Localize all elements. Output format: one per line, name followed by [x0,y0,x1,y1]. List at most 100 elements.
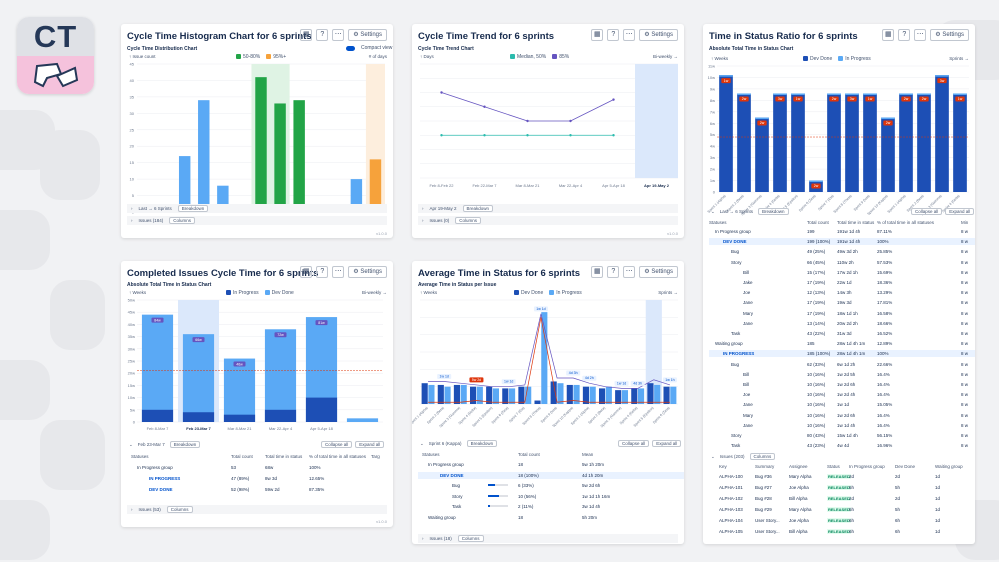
period-selector[interactable]: Sprints → [949,56,969,61]
table-row[interactable]: IN PROGRESS 185 (100%) 28w 1d 4h 1m 100% 8 w [709,350,975,358]
column-header[interactable]: Key [719,464,727,469]
more-icon[interactable]: ⋯ [623,29,636,41]
table-row[interactable]: Mary 10 (16%) 1w 2d 6h 16.4% 8 w [709,412,975,419]
issue-row[interactable]: ALPHA-103 Bug #29 Mary Alpha RELEASED 5h 5h 1d [709,506,975,513]
sprint-row[interactable]: ⌄ Sprint 6 (Kappa) Breakdown [420,440,498,447]
sprint-selector-row[interactable]: ⌄ Last → 6 Sprints Breakdown [711,208,789,215]
cell-key[interactable]: ALPHA-100 [719,474,743,479]
cell-key[interactable]: ALPHA-103 [719,507,743,512]
table-row[interactable]: Jane 10 (16%) 1w 1d 4h 16.4% 8 w [709,422,975,429]
column-header[interactable]: Assignee [789,464,808,469]
compact-view-toggle[interactable]: Compact view [346,45,392,51]
settings-button[interactable]: ⚙ Settings [348,29,387,41]
table-row[interactable]: Jane 13 (14%) 20w 2d 2h 18.66% 8 w [709,320,975,327]
expand-all-button[interactable]: Expand all [945,208,975,215]
collapse-all-button[interactable]: Collapse all [911,208,943,215]
chart-icon[interactable]: ▦ [300,29,313,41]
table-row[interactable]: Jane 17 (19%) 19w 3d 17.81% 8 w [709,299,975,306]
issues-row[interactable]: › Issues (184) Columns [127,216,387,225]
column-header[interactable]: Min [961,220,969,225]
help-icon[interactable]: ? [316,29,329,41]
columns-chip[interactable]: Columns [166,506,193,513]
cell-key[interactable]: ALPHA-105 [719,529,743,534]
column-header[interactable]: Status [827,464,840,469]
column-header[interactable]: Total count [807,220,829,225]
column-header[interactable]: Total count [518,452,540,457]
period-row[interactable]: › Apr 19-May 2 Breakdown [418,204,678,213]
table-row[interactable]: Bug 49 (25%) 49w 3d 2h 25.85% 8 w [709,248,975,255]
table-row[interactable]: Story 80 (43%) 15w 1d 4h 56.15% 8 w [709,432,975,439]
table-row[interactable]: IN PROGRESS 47 (89%) 8w 3d 12.65% [127,475,393,482]
columns-chip[interactable]: Columns [749,453,776,460]
cell-key[interactable]: ALPHA-104 [719,518,743,523]
columns-chip[interactable]: Columns [457,535,484,542]
settings-button[interactable]: ⚙ Settings [639,29,678,41]
table-row[interactable]: In Progress group 53 68w 100% [127,464,393,471]
table-row[interactable]: Jake 17 (19%) 22w 1d 18.36% 8 w [709,279,975,286]
column-header[interactable]: Statuses [709,220,727,225]
issue-row[interactable]: ALPHA-101 Bug #27 Joe Alpha RELEASED 5h 5h 1d [709,484,975,491]
cell-key[interactable]: ALPHA-102 [719,496,743,501]
chart-icon[interactable]: ▦ [300,266,313,278]
column-header[interactable]: Statuses [131,454,149,459]
column-header[interactable]: Statuses [422,452,440,457]
settings-button[interactable]: ⚙ Settings [930,29,969,41]
table-row[interactable]: Jane 10 (16%) 1w 1d 15.05% 8 w [709,401,975,408]
table-row[interactable]: In Progress group 199 191w 1d 4h 87.11% 8 w [709,228,975,235]
breakdown-chip[interactable]: Breakdown [466,440,498,447]
table-row[interactable]: Mary 17 (19%) 18w 1d 1h 16.58% 8 w [709,310,975,317]
period-row[interactable]: ⌄ Feb 23-Mar 7 Breakdown [129,441,201,448]
table-row[interactable]: Waiting group 18 5h 20m [418,514,684,521]
settings-button[interactable]: ⚙ Settings [348,266,387,278]
issues-row[interactable]: ⌄ Issues (203) Columns [711,453,776,460]
columns-chip[interactable]: Columns [455,217,482,224]
table-row[interactable]: Task 2 (11%) 3w 1d 4h [418,503,684,510]
issue-row[interactable]: ALPHA-105 User Story... Bill Alpha RELEASED… [709,528,975,535]
help-icon[interactable]: ? [898,29,911,41]
table-row[interactable]: Joe 10 (16%) 1w 2d 4h 16.4% 8 w [709,391,975,398]
column-header[interactable]: Mean [582,452,594,457]
column-header[interactable]: Total count [231,454,253,459]
help-icon[interactable]: ? [607,29,620,41]
table-row[interactable]: DEV DONE 18 (100%) 4d 1h 20m [418,471,684,479]
table-row[interactable]: Task 43 (23%) 4w 4d 16.96% 8 w [709,442,975,449]
chart-icon[interactable]: ▦ [882,29,895,41]
issues-row[interactable]: › Issues (18) Columns [418,534,678,543]
column-header[interactable]: Summary [755,464,775,469]
issue-row[interactable]: ALPHA-100 Bug #36 Mary Alpha RELEASED 2d 2d 1d [709,473,975,480]
column-header[interactable]: Dev Done [895,464,916,469]
column-header[interactable]: % of total time in all statuses [309,454,367,459]
period-selector[interactable]: Sprints → [658,290,678,295]
period-selector[interactable]: Bi-weekly → [361,290,387,295]
breakdown-chip[interactable]: Breakdown [177,205,209,212]
table-row[interactable]: Story 10 (56%) 1w 1d 1h 16m [418,493,684,500]
table-row[interactable]: Task 43 (22%) 31w 3d 16.52% 8 w [709,330,975,337]
expand-all-button[interactable]: Expand all [355,441,385,448]
more-icon[interactable]: ⋯ [332,29,345,41]
more-icon[interactable]: ⋯ [914,29,927,41]
more-icon[interactable]: ⋯ [623,266,636,278]
issues-row[interactable]: › Issues (53) Columns [127,505,387,514]
column-header[interactable]: In Progress group [849,464,885,469]
chart-icon[interactable]: ▦ [591,266,604,278]
sprint-selector-row[interactable]: › Last → 6 Sprints Breakdown [127,204,387,213]
issue-row[interactable]: ALPHA-102 Bug #28 Bill Alpha RELEASED 2d 2d 1d [709,495,975,502]
table-row[interactable]: Bill 10 (16%) 1w 2d 6h 16.4% 8 w [709,381,975,388]
issue-row[interactable]: ALPHA-104 User Story... Joe Alpha RELEASED 6… [709,517,975,524]
column-header[interactable]: Total time in status [265,454,303,459]
breakdown-chip[interactable]: Breakdown [758,208,789,215]
table-row[interactable]: Bill 10 (16%) 1w 2d 5h 16.4% 8 w [709,371,975,378]
breakdown-chip[interactable]: Breakdown [169,441,201,448]
chart-icon[interactable]: ▦ [591,29,604,41]
issues-row[interactable]: › Issues (0) Columns [418,216,678,225]
table-row[interactable]: Bill 15 (17%) 17w 2d 1h 15.69% 8 w [709,269,975,276]
breakdown-chip[interactable]: Breakdown [462,205,494,212]
collapse-all-button[interactable]: Collapse all [618,440,650,447]
period-selector[interactable]: Bi-weekly → [652,54,678,59]
settings-button[interactable]: ⚙ Settings [639,266,678,278]
help-icon[interactable]: ? [607,266,620,278]
column-header[interactable]: % of total time in all statuses [877,220,935,225]
table-row[interactable]: Bug 62 (33%) 6w 1d 2h 22.66% 8 w [709,361,975,368]
more-icon[interactable]: ⋯ [332,266,345,278]
expand-all-button[interactable]: Expand all [652,440,682,447]
